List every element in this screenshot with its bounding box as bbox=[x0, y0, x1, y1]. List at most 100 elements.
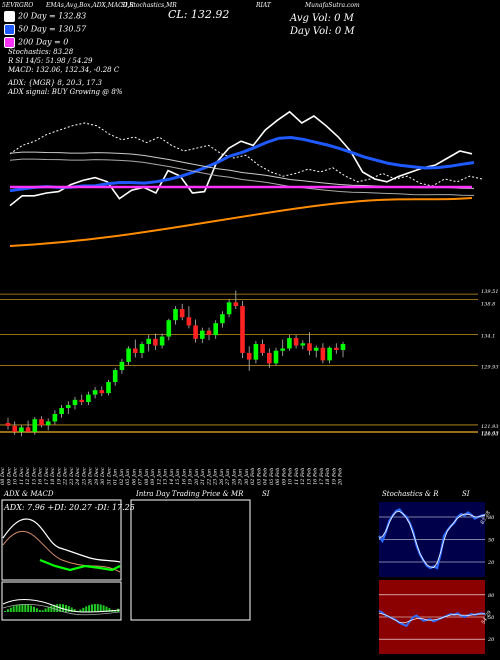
candle-body bbox=[45, 421, 51, 426]
macd-histogram-bar bbox=[105, 606, 108, 612]
date-label: 17 Dec bbox=[44, 467, 50, 485]
candle-body bbox=[327, 347, 332, 361]
candle-body bbox=[213, 323, 218, 336]
date-label: 19 Dec bbox=[56, 467, 62, 485]
date-label: 11 Feb bbox=[294, 468, 300, 485]
macd-histogram-bar bbox=[79, 609, 82, 612]
date-label: 18 Feb bbox=[325, 468, 331, 485]
legend-ema20: 20 Day = 132.83 bbox=[4, 11, 86, 22]
candle-body bbox=[99, 390, 105, 394]
candle-body bbox=[334, 347, 339, 350]
date-label: 30 Dec bbox=[100, 467, 106, 485]
macd-histogram-bar bbox=[73, 609, 76, 612]
candle-body bbox=[173, 309, 178, 321]
candle-body bbox=[159, 336, 165, 346]
macd-histogram-bar bbox=[12, 606, 15, 612]
date-label: 30 Jan bbox=[244, 469, 250, 485]
candle-body bbox=[280, 348, 285, 351]
macd-histogram-bar bbox=[56, 604, 59, 612]
price-label: 139.51 bbox=[481, 289, 499, 295]
macd-histogram-bar bbox=[96, 604, 99, 612]
macd-histogram-bar bbox=[85, 606, 88, 612]
ema-line-a bbox=[9, 151, 475, 189]
date-label: 07 Jan bbox=[138, 469, 144, 485]
date-label: 09 Feb bbox=[281, 468, 287, 485]
candle-body bbox=[126, 348, 131, 362]
candle-body bbox=[293, 338, 299, 346]
macd-histogram-bar bbox=[88, 605, 91, 612]
date-label: 08 Jan bbox=[144, 469, 150, 485]
candle-body bbox=[66, 405, 71, 409]
intraday-panel bbox=[130, 499, 251, 621]
macd-histogram-bar bbox=[114, 610, 117, 612]
candle-body bbox=[307, 343, 312, 351]
adx-signal: ADX signal: BUY Growing @ 8% bbox=[8, 88, 123, 96]
candle-body bbox=[253, 344, 259, 360]
date-label: 16 Dec bbox=[38, 467, 44, 485]
ema50-swatch bbox=[4, 24, 15, 35]
stoch-axis-label: 50 bbox=[488, 538, 495, 544]
price-reference-lines bbox=[0, 293, 478, 433]
date-label: 26 Jan bbox=[219, 469, 225, 486]
date-label: 16 Feb bbox=[313, 468, 319, 485]
date-label: 28 Jan bbox=[231, 469, 237, 486]
candle-body bbox=[240, 306, 245, 353]
orange-trend-line bbox=[9, 197, 473, 247]
date-label: 06 Feb bbox=[275, 468, 281, 485]
site-name: MunafaSutra.com bbox=[305, 2, 360, 9]
date-label: 03 Feb bbox=[256, 468, 262, 485]
candle-body bbox=[267, 352, 272, 364]
date-label: 15 Jan bbox=[175, 469, 181, 485]
date-label: 31 Dec bbox=[106, 467, 112, 485]
ema20-swatch bbox=[4, 11, 15, 22]
ema200-swatch bbox=[4, 37, 15, 48]
average-volume: Avg Vol: 0 M bbox=[290, 13, 354, 24]
candle-body bbox=[59, 408, 64, 414]
adx-line bbox=[2, 530, 121, 573]
macd-histogram-bar bbox=[44, 608, 47, 612]
date-label: 06 Jan bbox=[131, 469, 137, 485]
candle-body bbox=[220, 314, 225, 324]
stoch-panel-si: SI bbox=[462, 490, 470, 498]
candle-body bbox=[39, 419, 44, 426]
date-label: 14 Jan bbox=[169, 469, 175, 485]
macd-histogram-bar bbox=[91, 604, 93, 612]
stochastics-readout: Stochastics: 83.28 bbox=[8, 48, 74, 56]
candle-body bbox=[25, 427, 31, 432]
candle-body bbox=[153, 338, 158, 346]
macd-histogram-bar bbox=[33, 606, 35, 612]
indicator-list: EMAs,Avg,Box,ADX,MACD,R bbox=[46, 2, 134, 9]
macd-histogram-bar bbox=[4, 611, 6, 612]
macd-histogram-bar bbox=[70, 607, 73, 612]
rsi-axis-label: 50 bbox=[488, 615, 495, 621]
date-axis-labels: 08 Dec 09 Dec 10 Dec 11 Dec 12 Dec 15 Dec 16 D… bbox=[0, 467, 344, 486]
rsi-signal-line bbox=[378, 612, 486, 624]
ema-line-b bbox=[9, 158, 475, 196]
date-label: 25 Dec bbox=[81, 467, 87, 486]
date-label: 19 Feb bbox=[331, 468, 337, 485]
date-label: 09 Jan bbox=[150, 469, 156, 485]
price-line bbox=[9, 110, 473, 207]
date-label: 21 Jan bbox=[200, 469, 206, 486]
stoch-panel-title: Stochastics & R bbox=[382, 490, 439, 498]
price-label: 121.03 bbox=[481, 431, 499, 437]
macd-histogram-bar bbox=[108, 608, 111, 612]
macd-histogram-bar bbox=[35, 608, 38, 612]
date-label: 29 Dec bbox=[94, 467, 100, 486]
macd-histogram-bar bbox=[41, 610, 44, 612]
date-label: 11 Dec bbox=[19, 467, 25, 485]
macd-histogram-bar bbox=[102, 605, 105, 612]
rsi-axis-label: 80 bbox=[488, 593, 495, 599]
candle-body bbox=[119, 361, 125, 371]
date-label: 15 Dec bbox=[31, 467, 37, 485]
date-label: 24 Dec bbox=[75, 467, 81, 486]
macd-histogram-bar bbox=[99, 604, 102, 612]
candle-body bbox=[193, 325, 198, 339]
ema20-line bbox=[9, 122, 483, 187]
macd-histogram-bar bbox=[93, 604, 96, 612]
macd-histogram-bar bbox=[18, 604, 21, 612]
date-label: 23 Jan bbox=[213, 469, 219, 486]
candle-body bbox=[200, 330, 205, 339]
candle-body bbox=[133, 348, 138, 353]
